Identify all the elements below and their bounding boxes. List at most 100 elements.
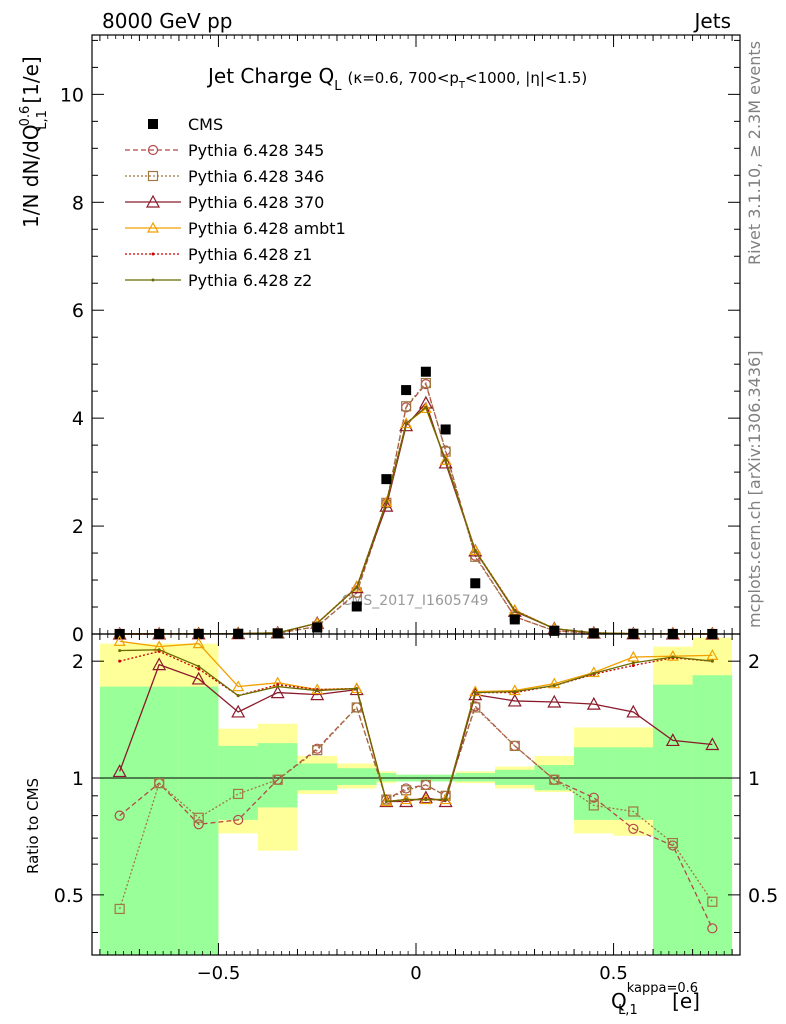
legend-entry: CMS (148, 115, 223, 134)
ratio-y-tick-label-right: 1 (748, 768, 760, 790)
band-green (376, 773, 397, 782)
marker-triangle-small (439, 454, 452, 465)
marker-circle (233, 814, 244, 826)
marker-dot (513, 690, 517, 694)
marker-circle (588, 792, 599, 803)
marker-dot (355, 687, 359, 691)
legend-entry: Pythia 6.428 370 (125, 193, 324, 212)
marker-triangle-small (350, 580, 363, 592)
band-green (99, 686, 179, 955)
y-tick-label: 6 (72, 300, 84, 322)
rivet-version-label: Rivet 3.1.10, ≥ 2.3M events (745, 41, 764, 265)
marker-dot (384, 800, 388, 804)
marker-triangle-small (587, 666, 600, 678)
marker-dot (631, 663, 635, 667)
band-green (692, 675, 733, 955)
band-green (495, 769, 535, 785)
header-energy-label: 8000 GeV pp (102, 9, 233, 33)
marker-triangle-small (400, 417, 413, 429)
marker-dot (424, 405, 428, 409)
plot-title: Jet Charge QL (κ=0.6, 700<pT<1000, |η|<1.… (206, 64, 587, 94)
marker-cms (401, 385, 412, 396)
marker-circle (707, 923, 718, 934)
marker-triangle (547, 694, 562, 708)
marker-dot (118, 659, 122, 663)
marker-triangle (507, 693, 522, 707)
ratio-y-tick-label-right: 2 (748, 651, 760, 673)
marker-triangle (418, 790, 433, 804)
marker-triangle (468, 687, 483, 701)
legend-label: CMS (188, 115, 223, 134)
marker-square (272, 774, 283, 785)
marker-dot (631, 661, 635, 665)
ratio-uncertainty-bands (92, 637, 740, 955)
marker-triangle (379, 498, 394, 512)
marker-square (193, 812, 204, 823)
marker-square (312, 745, 323, 756)
legend-label: Pythia 6.428 346 (188, 167, 324, 186)
legend-entry: Pythia 6.428 z2 (125, 271, 312, 290)
legend-entry: Pythia 6.428 345 (125, 141, 324, 160)
ratio-series (114, 702, 718, 915)
marker-triangle (191, 671, 206, 685)
marker-dot (404, 798, 408, 802)
marker-triangle (152, 657, 167, 671)
marker-dot (151, 278, 155, 282)
band-green (455, 773, 496, 782)
legend-label: Pythia 6.428 ambt1 (188, 219, 346, 238)
marker-dot (424, 798, 428, 802)
marker-triangle (112, 764, 127, 778)
ratio-y-axis-label: Ratio to CMS (24, 778, 42, 874)
marker-triangle (665, 733, 680, 747)
marker-triangle (438, 455, 453, 469)
marker-triangle (231, 704, 246, 718)
marker-triangle (399, 418, 414, 432)
marker-square (667, 837, 678, 849)
marker-cms (351, 601, 362, 612)
analysis-watermark: CMS_2017_I1605749 (342, 593, 489, 609)
marker-triangle-small (548, 677, 561, 689)
marker-dot (473, 691, 477, 695)
marker-triangle (586, 696, 601, 710)
marker-cms (381, 474, 392, 485)
marker-triangle-small (380, 496, 393, 507)
x-axis-label: Qkappa=0.6 L,1 [e] (611, 981, 700, 1018)
x-tick-label: 0.5 (599, 963, 628, 984)
marker-dot (197, 664, 201, 668)
legend-entry: Pythia 6.428 z1 (125, 245, 312, 264)
x-tick-label: 0 (410, 963, 421, 984)
marker-cms (549, 625, 560, 636)
marker-triangle-small (419, 402, 432, 414)
marker-triangle-small (469, 544, 482, 555)
marker-dot (355, 586, 359, 590)
marker-square (420, 377, 431, 389)
marker-circle (193, 819, 204, 830)
marker-dot (710, 659, 714, 663)
y-tick-label: 0 (72, 624, 84, 646)
marker-circle (628, 823, 639, 834)
marker-dot (151, 252, 155, 256)
marker-triangle-small (706, 649, 719, 660)
marker-triangle-small (666, 649, 679, 661)
marker-dot (315, 689, 319, 693)
marker-square (707, 896, 718, 907)
marker-dot (404, 422, 408, 426)
band-green (297, 763, 337, 791)
legend-entry: Pythia 6.428 ambt1 (125, 219, 346, 238)
series-line (119, 649, 713, 803)
marker-cms (420, 366, 431, 377)
legend-label: Pythia 6.428 370 (188, 193, 324, 212)
ratio-panel-marks (112, 635, 720, 934)
ratio-y-tick-label-right: 0.5 (748, 885, 778, 907)
marker-square (114, 903, 125, 915)
marker-dot (384, 500, 388, 504)
band-green (613, 747, 654, 820)
y-tick-label: 2 (72, 516, 84, 538)
marker-cms (312, 622, 323, 633)
legend-label: Pythia 6.428 z2 (188, 271, 312, 290)
legend-label: Pythia 6.428 345 (188, 141, 324, 160)
marker-triangle-small (469, 685, 482, 697)
marker-triangle-small (113, 635, 126, 646)
marker-cms (509, 614, 520, 625)
marker-square (628, 806, 639, 817)
